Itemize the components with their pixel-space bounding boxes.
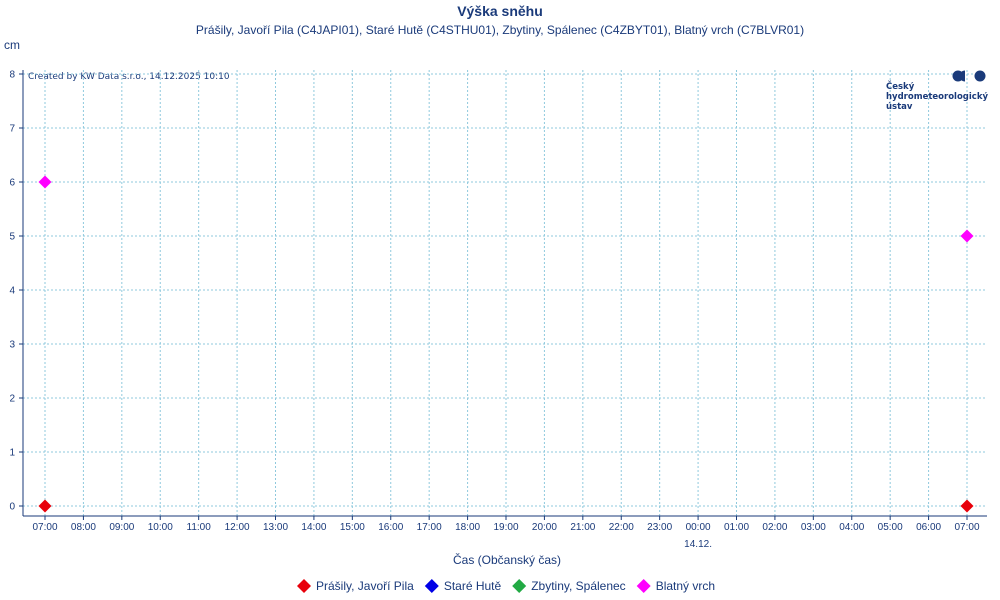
chmi-logo: Český hydrometeorologický ústav [886, 70, 988, 112]
x-tick-label: 21:00 [570, 522, 595, 533]
x-tick-label: 15:00 [340, 522, 365, 533]
x-tick-label: 07:00 [32, 522, 57, 533]
x-tick-label: 05:00 [878, 522, 903, 533]
x-tick-label: 14:00 [301, 522, 326, 533]
y-tick-label: 4 [9, 286, 15, 297]
legend-marker [512, 579, 527, 593]
x-tick-label: 22:00 [609, 522, 634, 533]
data-point [960, 499, 974, 513]
legend-marker [297, 579, 311, 593]
data-point [38, 499, 52, 513]
legend-label: Blatný vrch [656, 579, 715, 593]
x-tick-label: 10:00 [148, 522, 173, 533]
legend: Prášily, Javoří Pila Staré Hutě Zbytiny, S… [297, 579, 715, 593]
y-axis-label: cm [4, 38, 20, 52]
y-tick-label: 5 [9, 232, 15, 243]
y-tick-label: 7 [9, 124, 15, 135]
logo-line-3: ústav [886, 102, 913, 112]
axis-layer: 0 1 2 3 4 5 6 7 8 07:00 08:00 09:00 10:00 11:00 12:00 1… [9, 70, 987, 550]
y-tick-label: 0 [9, 502, 15, 513]
chart-credit: Created by KW Data s.r.o., 14.12.2025 10… [28, 72, 230, 82]
x-tick-label: 03:00 [801, 522, 826, 533]
x-tick-label: 20:00 [532, 522, 557, 533]
x-tick-label: 19:00 [493, 522, 518, 533]
data-point [960, 229, 974, 243]
x-tick-label: 08:00 [71, 522, 96, 533]
legend-item: Zbytiny, Spálenec [512, 579, 626, 593]
x-tick-label: 23:00 [647, 522, 672, 533]
x-tick-label: 01:00 [724, 522, 749, 533]
y-tick-label: 1 [9, 448, 15, 459]
logo-line-2: hydrometeorologický [886, 92, 988, 102]
x-tick-label: 16:00 [378, 522, 403, 533]
legend-item: Prášily, Javoří Pila [297, 579, 414, 593]
x-tick-label: 09:00 [109, 522, 134, 533]
legend-label: Prášily, Javoří Pila [316, 579, 414, 593]
legend-item: Blatný vrch [636, 579, 715, 593]
data-points [38, 175, 974, 513]
legend-label: Staré Hutě [444, 579, 502, 593]
legend-label: Zbytiny, Spálenec [531, 579, 626, 593]
legend-marker [424, 579, 439, 593]
y-tick-label: 2 [9, 394, 15, 405]
x-tick-label: 06:00 [916, 522, 941, 533]
x-tick-label: 00:00 [686, 522, 711, 533]
y-tick-label: 8 [9, 70, 15, 81]
y-tick-label: 3 [9, 340, 15, 351]
x-date-label: 14.12. [684, 539, 712, 550]
chart-title: Výška sněhu [457, 3, 543, 19]
x-tick-label: 02:00 [762, 522, 787, 533]
data-point [38, 175, 52, 189]
grid-layer [23, 70, 987, 516]
x-tick-label: 04:00 [839, 522, 864, 533]
legend-item: Staré Hutě [424, 579, 502, 593]
x-tick-label: 07:00 [954, 522, 979, 533]
x-tick-label: 18:00 [455, 522, 480, 533]
x-axis-label: Čas (Občanský čas) [453, 552, 561, 567]
x-tick-label: 17:00 [417, 522, 442, 533]
x-tick-label: 12:00 [225, 522, 250, 533]
x-tick-label: 11:00 [187, 522, 212, 533]
legend-marker [636, 579, 651, 593]
chmi-logo-icon [952, 70, 986, 82]
chart-subtitle: Prášily, Javoří Pila (C4JAPI01), Staré H… [196, 23, 804, 37]
y-tick-label: 6 [9, 178, 15, 189]
x-tick-label: 13:00 [263, 522, 288, 533]
logo-line-1: Český [886, 80, 915, 92]
